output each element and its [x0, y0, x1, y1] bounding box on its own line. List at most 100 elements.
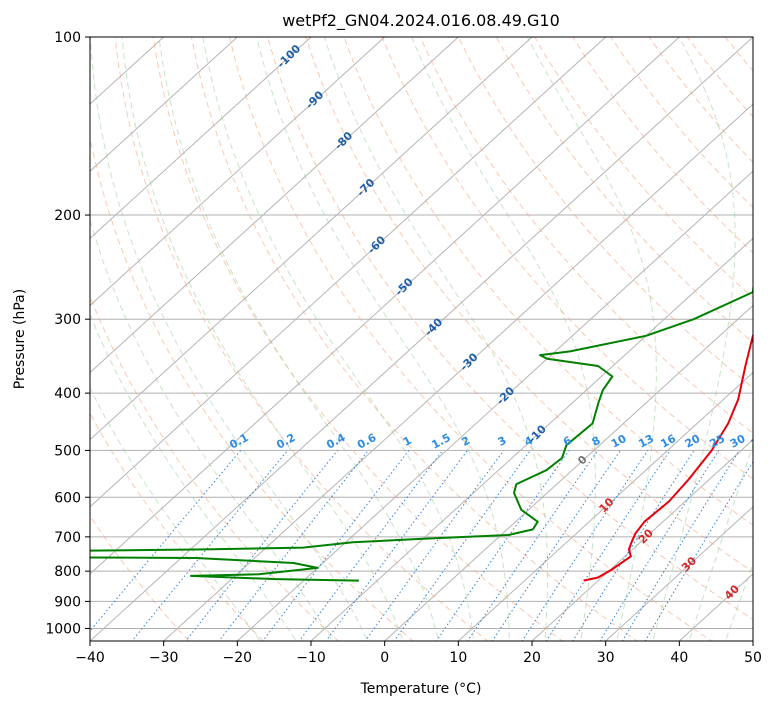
x-axis-label: Temperature (°C): [360, 681, 482, 697]
moist-adiabat: [256, 37, 510, 641]
moist-adiabat: [526, 37, 657, 641]
x-tick-label: 50: [744, 650, 762, 666]
mixing-ratio-line: [572, 450, 695, 641]
y-tick-label: 300: [54, 312, 81, 328]
moist-adiabat: [725, 562, 753, 641]
x-tick-label: 20: [523, 650, 541, 666]
mixing-ratio-label: 0.2: [274, 431, 297, 452]
isotherm: [90, 37, 312, 240]
mixing-ratio-label: 36: [749, 432, 769, 451]
dry-adiabat: [724, 37, 753, 72]
mixing-ratio-line: [599, 450, 720, 641]
y-tick-label: 1000: [45, 621, 81, 637]
isotherm: [384, 304, 753, 641]
isotherm: [90, 37, 459, 374]
x-tick-label: 0: [380, 650, 389, 666]
mixing-ratio-label: 25: [707, 432, 727, 451]
dry-adiabat: [534, 37, 753, 299]
isotherm: [236, 170, 753, 641]
y-tick-label: 400: [54, 386, 81, 402]
x-tick-label: −30: [149, 650, 179, 666]
y-tick-label: 900: [54, 594, 81, 610]
mixing-ratio-line: [90, 450, 242, 632]
axis-layer: −40 −30 −20 −10 0 10 20 30 40 50 100 200 300 400 500 60…: [45, 30, 762, 666]
mixing-ratio-line: [218, 450, 369, 641]
x-tick-label: 30: [597, 650, 615, 666]
mixing-ratio-line: [491, 450, 621, 641]
mixing-ratio-label: 8: [590, 434, 603, 449]
mixing-ratio-line: [298, 450, 444, 641]
isotherm: [90, 37, 386, 307]
x-tick-label: 40: [670, 650, 688, 666]
dry-adiabat: [763, 37, 775, 648]
moist-adiabat: [121, 37, 404, 641]
dry-adiabat: [90, 134, 414, 641]
dewpoint-line: [90, 280, 753, 582]
moist-adiabat: [688, 443, 753, 641]
dry-adiabat: [419, 37, 753, 434]
y-tick-label: 700: [54, 530, 81, 546]
isotherm: [90, 37, 533, 441]
isotherm: [605, 506, 753, 641]
mixing-ratio-label: 10: [609, 432, 629, 451]
moist-adiabat: [652, 37, 736, 641]
mixing-ratio-line: [545, 450, 671, 641]
moist-adiabat: [90, 37, 369, 641]
mixing-ratio-label: 13: [636, 432, 656, 451]
moist-adiabat: [90, 218, 333, 641]
mixing-ratio-line: [325, 450, 468, 641]
dry-adiabat: [495, 37, 753, 344]
isotherm: [531, 438, 753, 641]
grid-layer: [90, 37, 775, 648]
mixing-ratio-label: 0.1: [227, 431, 250, 452]
mixing-ratio-label: 1: [401, 434, 414, 449]
mixing-ratio-label: 0.4: [324, 431, 348, 452]
dry-adiabat: [90, 412, 265, 641]
y-tick-label: 100: [54, 30, 81, 46]
mixing-ratio-label: 20: [683, 432, 703, 451]
y-tick-label: 800: [54, 564, 81, 580]
series-layer: [90, 280, 753, 582]
moist-adiabat: [323, 37, 549, 641]
isotherm: [90, 37, 238, 172]
mixing-ratio-label: 16: [658, 432, 678, 451]
chart-title: wetPf2_GN04.2024.016.08.49.G10: [282, 11, 560, 31]
moist-adiabat: [90, 313, 297, 641]
isotherm: [163, 103, 753, 641]
mixing-ratio-line: [131, 450, 288, 641]
x-tick-label: 10: [449, 650, 467, 666]
isotherm-label: -100: [275, 42, 304, 71]
dry-adiabat: [572, 37, 753, 254]
mixing-ratio-line: [435, 450, 570, 641]
dry-adiabat: [343, 37, 753, 526]
isotherm: [90, 37, 607, 508]
y-tick-label: 600: [54, 490, 81, 506]
dry-adiabat: [152, 37, 564, 641]
dry-adiabat: [114, 37, 489, 641]
mixing-ratio-line: [262, 450, 410, 641]
y-axis-label: Pressure (hPa): [12, 289, 28, 389]
mixing-ratio-line: [644, 460, 753, 641]
mixing-ratio-label: 30: [728, 432, 748, 451]
y-tick-label: 200: [54, 208, 81, 224]
dry-adiabat: [90, 294, 339, 641]
dry-adiabat: [267, 37, 753, 621]
plot-frame: [89, 36, 754, 642]
mixing-ratio-line: [364, 450, 505, 641]
moist-adiabat: [90, 386, 261, 641]
isotherm: [752, 640, 753, 641]
x-tick-label: −40: [75, 650, 105, 666]
dry-adiabat: [229, 37, 713, 641]
isotherm: [457, 371, 753, 641]
x-tick-label: −10: [296, 650, 326, 666]
x-tick-label: −20: [223, 650, 253, 666]
isotherm: [90, 37, 680, 575]
y-tick-label: 500: [54, 443, 81, 459]
moist-adiabat: [158, 37, 440, 641]
dry-adiabat: [190, 37, 638, 641]
mixing-ratio-line: [466, 450, 599, 641]
mixing-ratio-line: [521, 450, 649, 641]
temperature-line: [583, 332, 753, 582]
moist-adiabat: [411, 37, 596, 641]
